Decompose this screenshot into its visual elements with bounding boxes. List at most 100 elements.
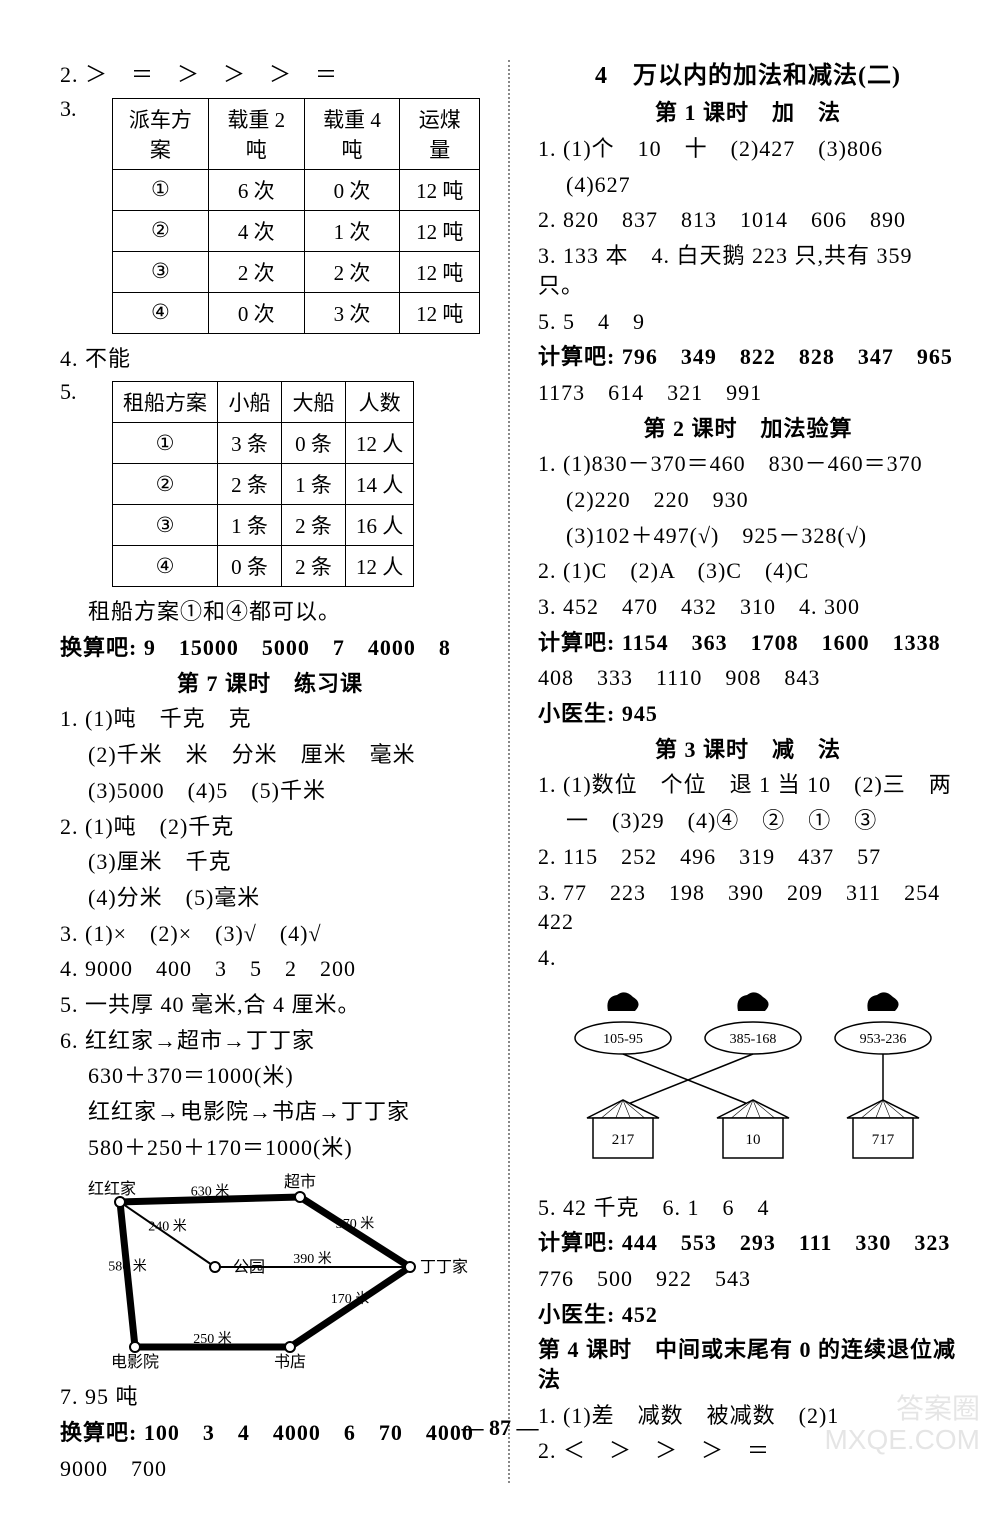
svg-text:630 米: 630 米 bbox=[191, 1184, 230, 1200]
answer-line: 3. 133 本 4. 白天鹅 223 只,共有 359 只。 bbox=[538, 241, 958, 300]
answer-line: 计算吧: 1154 363 1708 1600 1338 bbox=[538, 628, 958, 658]
answer-line: 5. 一共厚 40 毫米,合 4 厘米。 bbox=[60, 990, 480, 1020]
answer-line: 1. (1)个 10 十 (2)427 (3)806 bbox=[538, 134, 958, 164]
table-boat: 租船方案 小船 大船 人数 ①3 条0 条12 人 ②2 条1 条14 人 ③1… bbox=[112, 381, 414, 587]
svg-text:10: 10 bbox=[746, 1132, 761, 1148]
section-title: 第 4 课时 中间或末尾有 0 的连续退位减法 bbox=[538, 1335, 958, 1394]
column-divider bbox=[508, 60, 510, 1483]
svg-text:385-168: 385-168 bbox=[730, 1032, 777, 1047]
svg-text:250 米: 250 米 bbox=[193, 1331, 232, 1347]
answer-line: 计算吧: 796 349 822 828 347 965 bbox=[538, 342, 958, 372]
section-title: 第 2 课时 加法验算 bbox=[538, 414, 958, 444]
q4-number: 4. bbox=[538, 943, 958, 973]
answer-line: 1173 614 321 991 bbox=[538, 378, 958, 408]
svg-text:书店: 书店 bbox=[274, 1353, 306, 1371]
svg-text:丁丁家: 丁丁家 bbox=[420, 1258, 468, 1276]
table-row: ①6 次0 次12 吨 bbox=[113, 169, 480, 210]
table-header: 大船 bbox=[282, 382, 346, 423]
section-title: 第 3 课时 减 法 bbox=[538, 735, 958, 765]
answer-line: (4)627 bbox=[538, 170, 958, 200]
answer-line: 3. 452 470 432 310 4. 300 bbox=[538, 592, 958, 622]
table-header: 租船方案 bbox=[113, 382, 218, 423]
svg-text:717: 717 bbox=[872, 1132, 895, 1148]
table-row: ④0 条2 条12 人 bbox=[113, 546, 414, 587]
answer-line: 6. 红红家→超市→丁丁家 bbox=[60, 1026, 480, 1056]
page-content: 2. ＞ ＝ ＞ ＞ ＞ ＝ 3. 派车方案 载重 2 吨 载重 4 吨 运煤量… bbox=[0, 0, 1000, 1513]
answer-line: 2. (1)C (2)A (3)C (4)C bbox=[538, 556, 958, 586]
answer-line: 租船方案①和④都可以。 bbox=[60, 597, 480, 627]
svg-text:170 米: 170 米 bbox=[331, 1291, 370, 1307]
answer-line: 4. 不能 bbox=[60, 344, 480, 374]
answer-line: 580＋250＋170＝1000(米) bbox=[60, 1133, 480, 1163]
answer-line: 小医生: 452 bbox=[538, 1300, 958, 1330]
answer-line: 7. 95 吨 bbox=[60, 1382, 480, 1412]
svg-text:217: 217 bbox=[612, 1132, 635, 1148]
svg-text:390 米: 390 米 bbox=[293, 1251, 332, 1267]
table-row: 派车方案 载重 2 吨 载重 4 吨 运煤量 bbox=[113, 98, 480, 169]
answer-line: 红红家→电影院→书店→丁丁家 bbox=[60, 1097, 480, 1127]
table-header: 小船 bbox=[218, 382, 282, 423]
table-row: ①3 条0 条12 人 bbox=[113, 423, 414, 464]
route-map-diagram: 630 米 240 米 370 米 390 米 580 米 250 米 170 米 红红家 超市… bbox=[80, 1172, 480, 1372]
table-header: 派车方案 bbox=[113, 98, 209, 169]
answer-line: 408 333 1110 908 843 bbox=[538, 663, 958, 693]
chapter-title: 4 万以内的加法和减法(二) bbox=[538, 60, 958, 92]
svg-text:953-236: 953-236 bbox=[860, 1032, 907, 1047]
svg-text:电影院: 电影院 bbox=[111, 1353, 159, 1371]
answer-line: 换算吧: 9 15000 5000 7 4000 8 bbox=[60, 633, 480, 663]
answer-line: 2. ＞ ＝ ＞ ＞ ＞ ＝ bbox=[60, 60, 480, 90]
answer-line: 一 (3)29 (4)④ ② ① ③ bbox=[538, 806, 958, 836]
table-header: 运煤量 bbox=[400, 98, 480, 169]
watermark-text: 答案圈 bbox=[824, 1394, 980, 1425]
table3-row: 3. 派车方案 载重 2 吨 载重 4 吨 运煤量 ①6 次0 次12 吨 ②4… bbox=[60, 96, 480, 338]
table-row: 租船方案 小船 大船 人数 bbox=[113, 382, 414, 423]
watermark-url: MXQE.COM bbox=[824, 1425, 980, 1456]
table-row: ③1 条2 条16 人 bbox=[113, 505, 414, 546]
q5-number: 5. bbox=[60, 379, 88, 405]
answer-line: (3)5000 (4)5 (5)千米 bbox=[60, 776, 480, 806]
answer-line: (2)千米 米 分米 厘米 毫米 bbox=[60, 740, 480, 770]
answer-line: 2. (1)吨 (2)千克 bbox=[60, 812, 480, 842]
watermark: 答案圈 MXQE.COM bbox=[824, 1394, 980, 1456]
right-column: 4 万以内的加法和减法(二) 第 1 课时 加 法 1. (1)个 10 十 (… bbox=[538, 60, 958, 1483]
answer-line: 5. 42 千克 6. 1 6 4 bbox=[538, 1193, 958, 1223]
svg-text:240 米: 240 米 bbox=[148, 1219, 187, 1235]
table-row: ②4 次1 次12 吨 bbox=[113, 210, 480, 251]
table-row: ③2 次2 次12 吨 bbox=[113, 251, 480, 292]
answer-line: 9000 700 bbox=[60, 1454, 480, 1484]
answer-line: (3)102＋497(√) 925－328(√) bbox=[538, 521, 958, 551]
answer-line: (3)厘米 千克 bbox=[60, 847, 480, 877]
answer-line: 小医生: 945 bbox=[538, 699, 958, 729]
answer-line: 1. (1)数位 个位 退 1 当 10 (2)三 两 bbox=[538, 770, 958, 800]
section-title: 第 7 课时 练习课 bbox=[60, 669, 480, 699]
answer-line: 4. 9000 400 3 5 2 200 bbox=[60, 954, 480, 984]
svg-text:580 米: 580 米 bbox=[108, 1259, 147, 1275]
section-title: 第 1 课时 加 法 bbox=[538, 98, 958, 128]
answer-line: 1. (1)830－370＝460 830－460＝370 bbox=[538, 449, 958, 479]
svg-text:370 米: 370 米 bbox=[336, 1216, 375, 1232]
answer-line: 3. (1)× (2)× (3)√ (4)√ bbox=[60, 919, 480, 949]
svg-text:超市: 超市 bbox=[284, 1173, 316, 1191]
answer-line: 2. 115 252 496 319 437 57 bbox=[538, 842, 958, 872]
q3-number: 3. bbox=[60, 96, 88, 122]
answer-line: (4)分米 (5)毫米 bbox=[60, 883, 480, 913]
svg-text:公园: 公园 bbox=[233, 1259, 265, 1276]
answer-line: 1. (1)吨 千克 克 bbox=[60, 704, 480, 734]
table-dispatch: 派车方案 载重 2 吨 载重 4 吨 运煤量 ①6 次0 次12 吨 ②4 次1… bbox=[112, 98, 480, 334]
table-header: 人数 bbox=[346, 382, 414, 423]
answer-line: 2. 820 837 813 1014 606 890 bbox=[538, 205, 958, 235]
table-row: ②2 条1 条14 人 bbox=[113, 464, 414, 505]
table-row: ④0 次3 次12 吨 bbox=[113, 292, 480, 333]
answer-line: 计算吧: 444 553 293 111 330 323 bbox=[538, 1228, 958, 1258]
svg-text:105-95: 105-95 bbox=[603, 1032, 643, 1047]
svg-text:红红家: 红红家 bbox=[88, 1180, 136, 1198]
answer-line: 776 500 922 543 bbox=[538, 1264, 958, 1294]
answer-line: 5. 5 4 9 bbox=[538, 307, 958, 337]
answer-line: (2)220 220 930 bbox=[538, 485, 958, 515]
left-column: 2. ＞ ＝ ＞ ＞ ＞ ＝ 3. 派车方案 载重 2 吨 载重 4 吨 运煤量… bbox=[60, 60, 480, 1483]
answer-line: 3. 77 223 198 390 209 311 254 422 bbox=[538, 878, 958, 937]
answer-line: 630＋370＝1000(米) bbox=[60, 1061, 480, 1091]
table-header: 载重 4 吨 bbox=[304, 98, 400, 169]
table5-row: 5. 租船方案 小船 大船 人数 ①3 条0 条12 人 ②2 条1 条14 人… bbox=[60, 379, 480, 591]
table-header: 载重 2 吨 bbox=[208, 98, 304, 169]
